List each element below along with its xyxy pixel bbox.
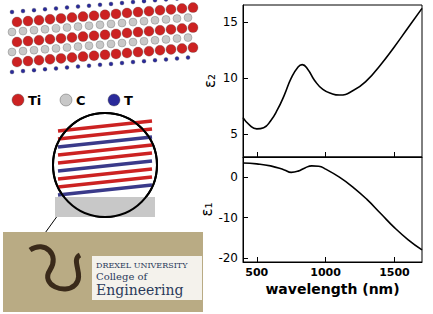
svg-text:10: 10 [223,71,238,85]
svg-text:5: 5 [230,127,238,141]
svg-text:College of: College of [96,271,149,282]
svg-text:15: 15 [223,15,238,29]
svg-text:C: C [76,93,86,108]
svg-text:0: 0 [230,170,238,184]
svg-text:500: 500 [245,266,268,279]
svg-text:ε₂: ε₂ [201,74,219,88]
svg-text:1500: 1500 [379,266,410,279]
svg-text:ε₁: ε₁ [198,202,216,216]
svg-text:Engineering: Engineering [96,282,183,298]
svg-text:-10: -10 [218,211,238,225]
svg-text:1000: 1000 [310,266,341,279]
svg-text:Ti: Ti [28,93,41,108]
svg-text:T: T [124,93,133,108]
svg-text:wavelength (nm): wavelength (nm) [265,281,399,297]
svg-text:-20: -20 [218,251,238,265]
svg-text:DREXEL UNIVERSITY: DREXEL UNIVERSITY [96,261,188,270]
